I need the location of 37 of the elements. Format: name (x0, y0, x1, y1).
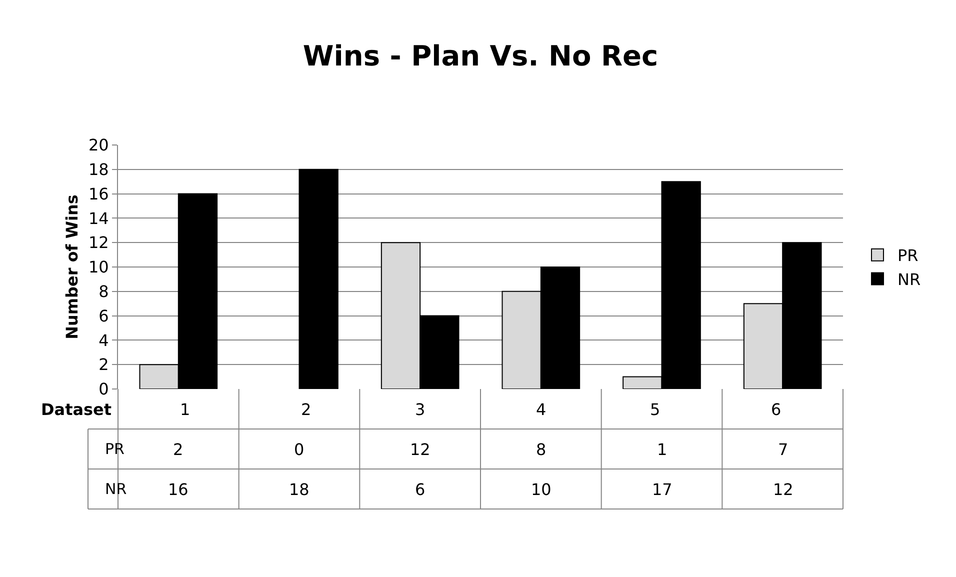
y-tick-label: 20 (88, 136, 109, 155)
data-label: 10 (531, 480, 552, 499)
legend-label: NR (898, 270, 921, 289)
data-label: 6 (415, 480, 426, 499)
y-tick-label: 18 (88, 160, 109, 179)
data-label: 12 (773, 480, 794, 499)
y-tick-label: 4 (98, 330, 109, 350)
x-tick-label: 6 (771, 400, 782, 419)
data-label: 18 (289, 480, 310, 499)
text: PR (105, 440, 124, 458)
legend-label: PR (898, 246, 918, 266)
y-tick-label: 6 (98, 306, 109, 326)
data-label: 12 (410, 440, 430, 459)
data-label: 16 (168, 480, 188, 499)
y-tick-label: 12 (88, 233, 109, 252)
y-tick-label: 14 (88, 208, 109, 228)
data-label: 7 (778, 440, 788, 459)
x-tick-label: 3 (415, 400, 426, 419)
y-axis-title: Number of Wins (62, 194, 82, 340)
x-tick-label: 1 (180, 400, 190, 419)
bar (298, 168, 338, 389)
chart-title: Wins - Plan Vs. No Rec (302, 40, 658, 73)
x-tick-label: 2 (301, 400, 312, 419)
data-label: 0 (294, 440, 304, 459)
y-tick-label: 2 (98, 355, 109, 374)
y-tick-label: 0 (98, 380, 109, 399)
y-tick-label: 8 (98, 282, 109, 301)
data-label: 17 (652, 480, 672, 499)
y-tick-label: 10 (88, 258, 109, 277)
x-tick-label: 4 (536, 400, 546, 419)
text: NR (105, 480, 127, 498)
y-tick-label: 16 (88, 184, 109, 204)
x-tick-label: 5 (650, 400, 660, 419)
data-label: 2 (173, 440, 184, 459)
x-axis-title: Dataset (41, 400, 112, 419)
data-label: 8 (536, 440, 546, 459)
data-label: 1 (657, 440, 668, 459)
